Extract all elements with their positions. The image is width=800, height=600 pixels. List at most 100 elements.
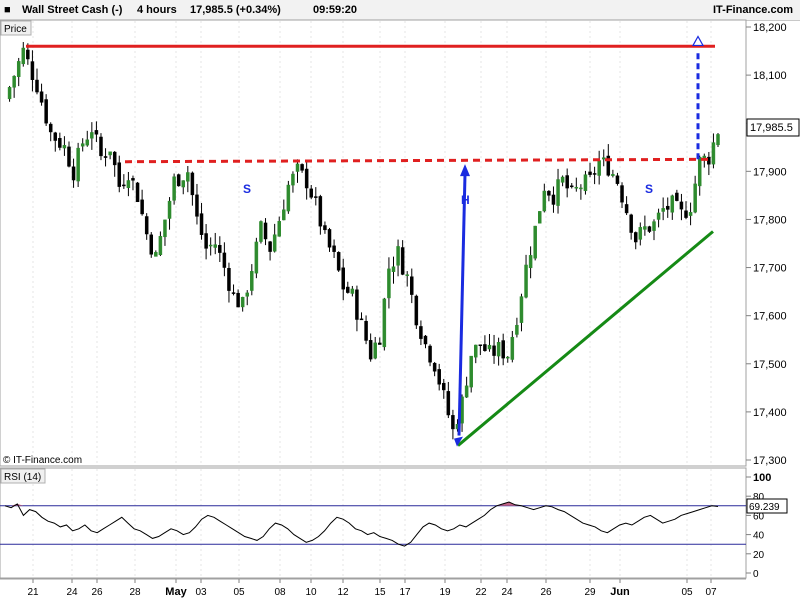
- candle-body: [410, 276, 414, 295]
- uptrend-line: [457, 230, 714, 447]
- candle-body: [85, 139, 90, 146]
- candle-body: [652, 221, 656, 231]
- candle-body: [108, 151, 112, 156]
- candle-body: [656, 212, 661, 220]
- candle-body: [501, 340, 505, 359]
- candle-body: [615, 175, 620, 184]
- candle-body: [551, 194, 556, 205]
- candle-body: [643, 226, 647, 230]
- candle-body: [364, 320, 368, 341]
- right-shoulder-label: S: [645, 182, 653, 196]
- candle-body: [428, 345, 432, 363]
- candle-body: [39, 91, 44, 103]
- rsi-line: [4, 501, 719, 547]
- x-tick-label: 26: [91, 587, 103, 598]
- price-plot-area: [0, 19, 747, 467]
- candle-body: [355, 289, 359, 320]
- candlestick-series: [7, 42, 720, 440]
- watermark: © IT-Finance.com: [3, 455, 82, 466]
- candle-body: [620, 185, 624, 203]
- rsi-y-tick-label: 60: [753, 511, 765, 522]
- rsi-label-box: [0, 468, 46, 484]
- candle-body: [478, 344, 483, 346]
- candle-body: [633, 232, 638, 243]
- candle-body: [524, 264, 528, 298]
- candle-body: [437, 369, 441, 385]
- x-tick-label: 28: [129, 587, 141, 598]
- x-tick-label: 03: [195, 587, 207, 598]
- candle-body: [387, 268, 391, 299]
- candle-body: [556, 179, 560, 206]
- candle-body: [277, 221, 281, 237]
- brand-label: IT-Finance.com: [713, 4, 794, 16]
- candle-body: [382, 298, 387, 348]
- candle-body: [606, 155, 611, 176]
- candle-body: [99, 136, 103, 157]
- candle-body: [579, 187, 583, 190]
- x-tick-label: 07: [705, 587, 717, 598]
- candle-body: [44, 99, 48, 124]
- candle-body: [263, 222, 268, 240]
- y-tick-label: 17,600: [753, 311, 787, 323]
- candle-body: [697, 156, 702, 187]
- candle-body: [336, 252, 341, 271]
- candle-body: [304, 168, 309, 189]
- y-tick-label: 17,800: [753, 214, 787, 226]
- candle-body: [272, 234, 277, 252]
- price-vertical-grid: [32, 21, 712, 465]
- candle-body: [240, 296, 245, 308]
- candle-body: [122, 184, 126, 187]
- candle-body: [186, 172, 190, 182]
- candle-body: [195, 194, 199, 217]
- candle-body: [332, 245, 336, 252]
- x-tick-label: 08: [274, 587, 286, 598]
- candle-body: [350, 288, 355, 294]
- candle-body: [250, 271, 254, 291]
- x-tick-label: Jun: [610, 586, 630, 598]
- candle-body: [665, 205, 670, 210]
- x-tick-label: 22: [475, 587, 487, 598]
- candle-body: [583, 174, 588, 192]
- candle-body: [405, 274, 409, 276]
- candle-body: [35, 79, 39, 93]
- rsi-y-tick-label: 20: [753, 550, 765, 561]
- candle-body: [492, 345, 496, 356]
- candle-body: [282, 209, 286, 221]
- candle-body: [414, 295, 419, 326]
- measured-move-arrow: [457, 174, 467, 436]
- x-tick-label: 26: [540, 587, 552, 598]
- candle-body: [624, 204, 629, 214]
- arrow-up-icon: [460, 164, 470, 177]
- candle-body: [80, 143, 85, 147]
- candle-body: [314, 196, 318, 198]
- candle-body: [181, 180, 185, 188]
- header-bullet-icon: ■: [4, 4, 11, 16]
- y-tick-label: 17,700: [753, 263, 787, 275]
- x-axis: 21 24 26 28 May 03 05 08 10 12 15 17 19 22 24 26 29 Jun 05…: [27, 579, 717, 598]
- candle-body: [190, 172, 195, 196]
- candle-body: [538, 211, 542, 224]
- candle-body: [199, 213, 204, 235]
- target-triangle-icon: [691, 35, 705, 47]
- candle-body: [144, 216, 149, 235]
- x-tick-label: 10: [305, 587, 317, 598]
- candle-body: [154, 252, 158, 257]
- candle-body: [464, 385, 469, 398]
- price-label-box: [0, 20, 32, 36]
- candle-body: [21, 47, 26, 65]
- timestamp: 09:59:20: [313, 4, 358, 16]
- candle-body: [419, 326, 423, 339]
- y-tick-label: 17,400: [753, 407, 787, 419]
- candle-body: [396, 246, 400, 266]
- candle-body: [684, 210, 688, 218]
- x-tick-label: 17: [399, 587, 411, 598]
- candle-body: [638, 227, 643, 240]
- candle-body: [176, 174, 181, 187]
- candle-body: [208, 244, 213, 247]
- candle-body: [560, 176, 565, 183]
- candle-body: [53, 132, 58, 141]
- candle-body: [688, 212, 693, 216]
- candle-body: [474, 344, 478, 358]
- candle-body: [67, 146, 71, 167]
